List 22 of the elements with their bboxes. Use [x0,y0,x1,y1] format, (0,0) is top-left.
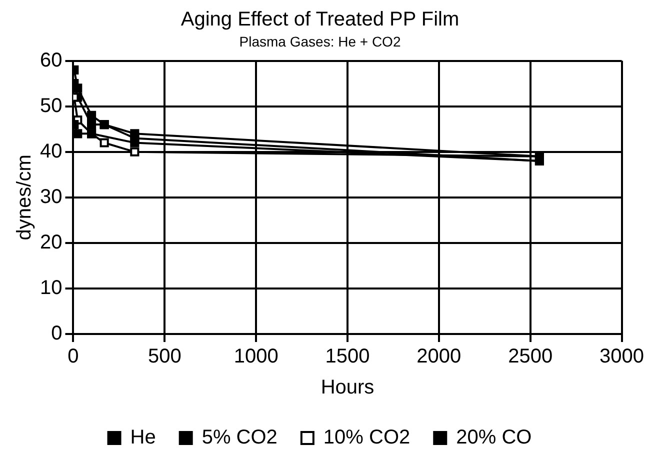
x-axis-title: Hours [320,376,374,399]
y-tick-label: 60 [40,49,62,72]
y-tick-label: 40 [40,140,62,162]
y-tick-label: 0 [51,322,62,345]
y-tick-label: 10 [40,276,62,299]
x-tick-label: 2500 [508,346,553,368]
y-tick-label: 30 [40,186,62,208]
x-tick-label: 1500 [325,346,370,368]
x-tick-label: 2000 [416,346,462,368]
x-tick-label: 1000 [234,346,278,368]
x-tick-label: 0 [68,346,79,368]
x-tick-label: 3000 [600,346,644,368]
chart-title: Aging Effect of Treated PP Film [180,8,460,31]
legend-label: 10% CO2 [323,426,410,449]
legend-label: 5% CO2 [202,426,278,449]
x-tick-label: 500 [148,346,182,368]
chart-subtitle: Plasma Gases: He + CO2 [239,33,401,50]
legend-label: He [130,426,156,449]
y-tick-label: 50 [40,94,62,117]
legend-label: 20% CO [456,426,532,449]
y-tick-label: 20 [40,231,62,254]
y-axis-title: dynes/cm [14,154,36,240]
